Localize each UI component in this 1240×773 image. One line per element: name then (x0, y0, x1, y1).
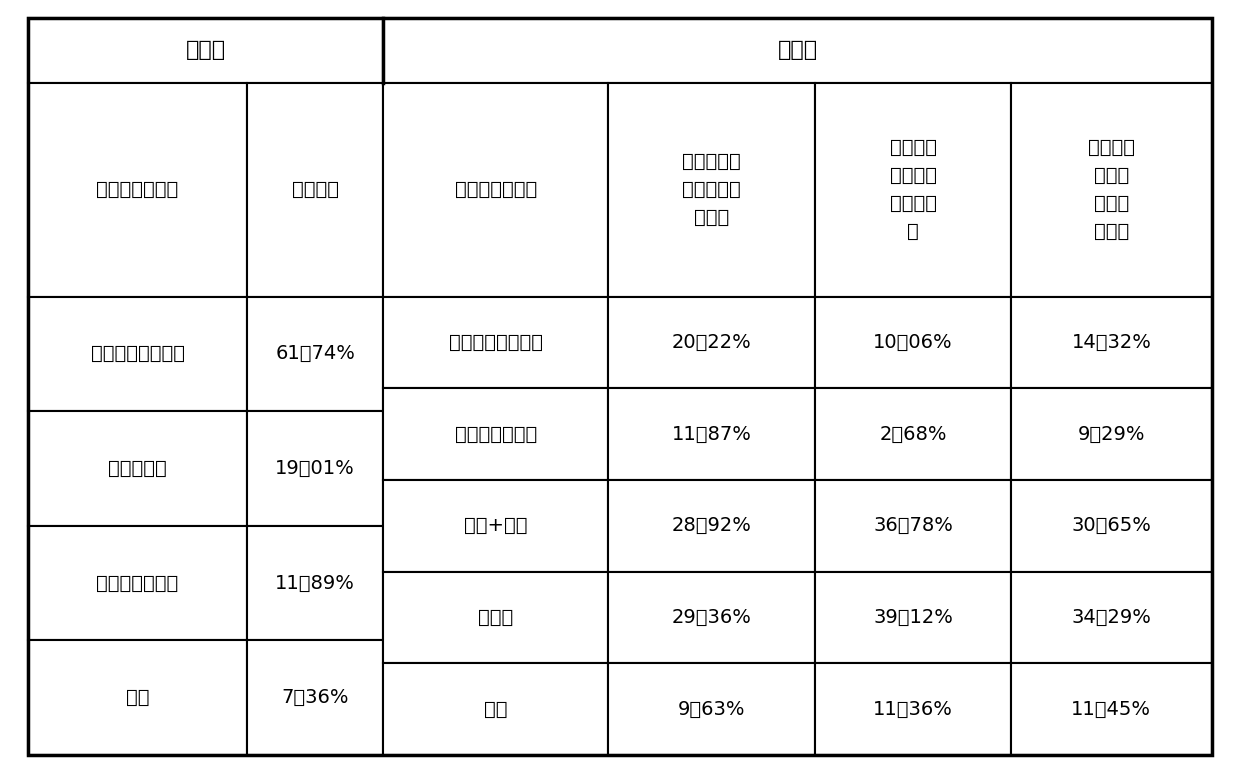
Bar (29, 411, 247, 526)
Bar (29, 297, 247, 411)
Text: 苯类及其衍生物: 苯类及其衍生物 (455, 424, 537, 444)
Bar (1011, 297, 1211, 388)
Bar (247, 640, 383, 755)
Bar (247, 411, 383, 526)
Text: 其它: 其它 (484, 700, 507, 719)
Bar (383, 18, 1211, 83)
Text: 反应前: 反应前 (186, 40, 226, 60)
Text: 29．36%: 29．36% (672, 608, 751, 627)
Text: 7．36%: 7．36% (281, 688, 348, 707)
Bar (383, 572, 608, 663)
Text: 11．89%: 11．89% (275, 574, 355, 593)
Text: 11．87%: 11．87% (672, 424, 751, 444)
Bar (247, 526, 383, 640)
Bar (816, 83, 1011, 297)
Text: 28．92%: 28．92% (672, 516, 751, 535)
Text: 环烷烃: 环烷烃 (479, 608, 513, 627)
Text: 案例２催
化剂反应
后相对含
量: 案例２催 化剂反应 后相对含 量 (889, 138, 936, 241)
Bar (608, 83, 816, 297)
Bar (816, 480, 1011, 572)
Bar (247, 297, 383, 411)
Bar (29, 18, 383, 83)
Text: 2．68%: 2．68% (879, 424, 947, 444)
Text: 特征污染物种类: 特征污染物种类 (455, 180, 537, 199)
Text: 相对含量: 相对含量 (291, 180, 339, 199)
Bar (247, 83, 383, 297)
Bar (816, 297, 1011, 388)
Text: 反应后: 反应后 (777, 40, 817, 60)
Text: 其它: 其它 (125, 688, 149, 707)
Text: 杂环化合物: 杂环化合物 (108, 459, 167, 478)
Text: 11．45%: 11．45% (1071, 700, 1152, 719)
Bar (1011, 83, 1211, 297)
Bar (383, 83, 608, 297)
Bar (816, 663, 1011, 755)
Text: 34．29%: 34．29% (1071, 608, 1151, 627)
Bar (816, 388, 1011, 480)
Text: 特征污染物种类: 特征污染物种类 (97, 180, 179, 199)
Bar (608, 572, 816, 663)
Bar (1011, 480, 1211, 572)
Bar (816, 572, 1011, 663)
Bar (29, 83, 247, 297)
Bar (383, 480, 608, 572)
Text: 10．06%: 10．06% (873, 333, 952, 352)
Bar (1011, 572, 1211, 663)
Text: 30．65%: 30．65% (1071, 516, 1151, 535)
Bar (608, 480, 816, 572)
Text: 61．74%: 61．74% (275, 345, 355, 363)
Bar (383, 297, 608, 388)
Text: 9．29%: 9．29% (1078, 424, 1145, 444)
Text: 案例３催
化剂反
应后相
对含量: 案例３催 化剂反 应后相 对含量 (1087, 138, 1135, 241)
Text: 苯类及其衍生物: 苯类及其衍生物 (97, 574, 179, 593)
Bar (608, 663, 816, 755)
Text: 苯酚类及其衍生物: 苯酚类及其衍生物 (91, 345, 185, 363)
Text: 11．36%: 11．36% (873, 700, 954, 719)
Bar (1011, 663, 1211, 755)
Text: 苯酚类及其衍生物: 苯酚类及其衍生物 (449, 333, 543, 352)
Text: 19．01%: 19．01% (275, 459, 355, 478)
Bar (608, 297, 816, 388)
Text: 14．32%: 14．32% (1071, 333, 1151, 352)
Text: 酯类+酸类: 酯类+酸类 (464, 516, 527, 535)
Bar (29, 526, 247, 640)
Bar (1011, 388, 1211, 480)
Bar (383, 663, 608, 755)
Text: 9．63%: 9．63% (678, 700, 745, 719)
Bar (383, 388, 608, 480)
Text: 36．78%: 36．78% (873, 516, 954, 535)
Bar (608, 388, 816, 480)
Text: 案例１催化
剂反应后相
对含量: 案例１催化 剂反应后相 对含量 (682, 152, 742, 227)
Text: 20．22%: 20．22% (672, 333, 751, 352)
Text: 39．12%: 39．12% (873, 608, 954, 627)
Bar (29, 640, 247, 755)
